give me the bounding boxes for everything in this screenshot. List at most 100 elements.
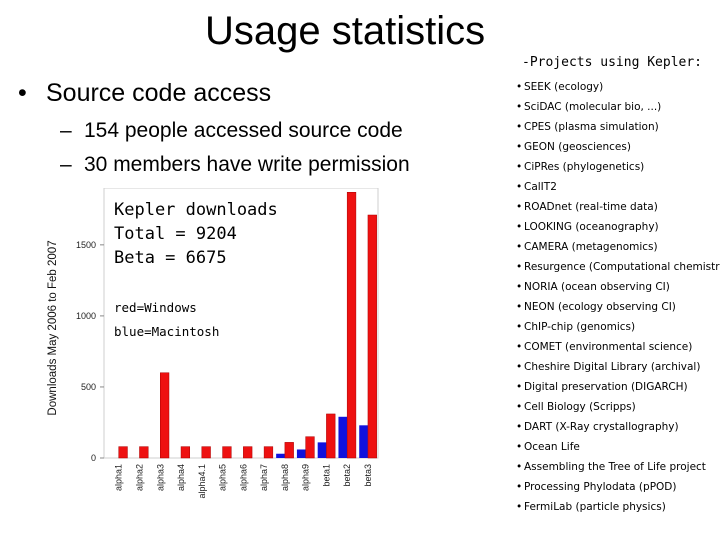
bar-windows: [305, 436, 315, 459]
project-item: • Ocean Life: [516, 438, 720, 458]
project-item: • NORIA (ocean observing CI): [516, 278, 720, 298]
project-label: CalIT2: [524, 181, 557, 193]
project-label: Assembling the Tree of Life project: [524, 461, 706, 473]
project-item: • ChIP-chip (genomics): [516, 318, 720, 338]
bullet-dot: •: [516, 441, 523, 453]
bullet-dot: •: [516, 81, 523, 93]
project-item: • Processing Phylodata (pPOD): [516, 478, 720, 498]
project-item: • Cheshire Digital Library (archival): [516, 358, 720, 378]
project-item: • Resurgence (Computational chemistry): [516, 258, 720, 278]
bullet-dot: •: [516, 141, 523, 153]
y-tick-label: 1000: [76, 311, 96, 321]
bar-windows: [346, 192, 357, 459]
project-item: • GEON (geosciences): [516, 138, 720, 158]
bullet-dot: •: [516, 281, 523, 293]
project-label: Ocean Life: [524, 441, 580, 453]
project-label: LOOKING (oceanography): [524, 221, 659, 233]
dash-glyph: –: [60, 153, 72, 176]
sub-bullet-text: 154 people accessed source code: [84, 119, 403, 142]
sub-bullet-text: 30 members have write permission: [84, 153, 410, 176]
sub-bullet: –30 members have write permission: [60, 152, 410, 178]
project-label: Digital preservation (DIGARCH): [524, 381, 688, 393]
project-label: ROADnet (real-time data): [524, 201, 658, 213]
bullet-dot: •: [516, 401, 523, 413]
slide-title: Usage statistics: [205, 9, 486, 53]
x-tick-label: alpha4: [176, 464, 186, 491]
x-tick-label: alpha4.1: [197, 464, 207, 499]
bar-windows: [139, 446, 149, 459]
legend-windows: red=Windows: [114, 300, 197, 315]
bar-macintosh: [296, 449, 306, 458]
bar-macintosh: [338, 416, 348, 458]
project-item: • Assembling the Tree of Life project: [516, 458, 720, 478]
project-label: Cheshire Digital Library (archival): [524, 361, 701, 373]
y-tick-label: 0: [91, 453, 96, 463]
bar-windows: [201, 446, 211, 459]
bar-windows: [160, 372, 170, 459]
bar-windows: [222, 446, 232, 459]
bullet-dot: •: [516, 261, 523, 273]
project-item: • DART (X-Ray crystallography): [516, 418, 720, 438]
project-label: NORIA (ocean observing CI): [524, 281, 670, 293]
x-tick-label: alpha2: [134, 464, 144, 491]
chart-annotation-heading: Kepler downloads: [114, 200, 278, 220]
project-item: • CiPRes (phylogenetics): [516, 158, 720, 178]
bar-windows: [263, 446, 274, 459]
project-label: CAMERA (metagenomics): [524, 241, 658, 253]
bullet-dot: •: [516, 161, 523, 173]
project-item: • ROADnet (real-time data): [516, 198, 720, 218]
project-item: • SEEK (ecology): [516, 78, 720, 98]
x-tick-label: beta1: [321, 464, 331, 487]
y-axis-label: Downloads May 2006 to Feb 2007: [47, 240, 59, 415]
project-label: Resurgence (Computational chemistry): [524, 261, 720, 273]
project-label: Cell Biology (Scripps): [524, 401, 636, 413]
bullet-dot: •: [516, 481, 523, 493]
bullet-dot: •: [516, 101, 523, 113]
project-label: SEEK (ecology): [524, 81, 604, 93]
projects-list: • SEEK (ecology) • SciDAC (molecular bio, .…: [516, 78, 720, 518]
project-item: • SciDAC (molecular bio, ...): [516, 98, 720, 118]
x-tick-label: alpha3: [155, 464, 165, 491]
bullet-dot: •: [516, 381, 523, 393]
projects-heading: -Projects using Kepler:: [522, 55, 703, 70]
sub-bullet: –154 people accessed source code: [60, 118, 403, 144]
bullet-dot: •: [516, 221, 523, 233]
main-bullet: • Source code access: [18, 78, 271, 108]
bullet-dot: •: [516, 321, 523, 333]
project-item: • Digital preservation (DIGARCH): [516, 378, 720, 398]
x-tick-label: alpha6: [238, 464, 248, 491]
project-label: COMET (environmental science): [524, 341, 693, 353]
x-tick-label: beta3: [363, 464, 373, 487]
project-label: SciDAC (molecular bio, ...): [524, 101, 662, 113]
x-tick-label: alpha5: [218, 464, 228, 491]
project-item: • NEON (ecology observing CI): [516, 298, 720, 318]
bar-windows: [284, 442, 294, 459]
project-label: ChIP-chip (genomics): [524, 321, 636, 333]
downloads-chart: 0 500 1000 1500 Downloads May 2006 to Feb 20…: [40, 187, 380, 540]
project-label: NEON (ecology observing CI): [524, 301, 676, 313]
project-item: • COMET (environmental science): [516, 338, 720, 358]
bullet-dot: •: [516, 301, 523, 313]
y-tick-label: 1500: [76, 240, 96, 250]
project-item: • CalIT2: [516, 178, 720, 198]
bar-windows: [180, 446, 191, 459]
project-label: CPES (plasma simulation): [524, 121, 659, 133]
bar-macintosh: [276, 453, 285, 458]
chart-svg: 0 500 1000 1500 Downloads May 2006 to Feb 20…: [47, 187, 379, 499]
bar-windows: [243, 446, 253, 459]
project-item: • CPES (plasma simulation): [516, 118, 720, 138]
project-item: • CAMERA (metagenomics): [516, 238, 720, 258]
x-tick-label: alpha8: [280, 464, 290, 491]
bar-windows: [326, 413, 336, 459]
bar-windows: [118, 446, 128, 459]
project-label: GEON (geosciences): [524, 141, 631, 153]
project-item: • LOOKING (oceanography): [516, 218, 720, 238]
legend-macintosh: blue=Macintosh: [114, 324, 220, 339]
bullet-dot: •: [516, 201, 523, 213]
bar-windows: [367, 214, 377, 459]
bullet-dot: •: [516, 461, 523, 473]
chart-annotation-beta: Beta = 6675: [114, 248, 227, 268]
bullet-dot: •: [516, 421, 523, 433]
project-item: • FermiLab (particle physics): [516, 498, 720, 518]
bullet-dot: •: [516, 501, 523, 513]
